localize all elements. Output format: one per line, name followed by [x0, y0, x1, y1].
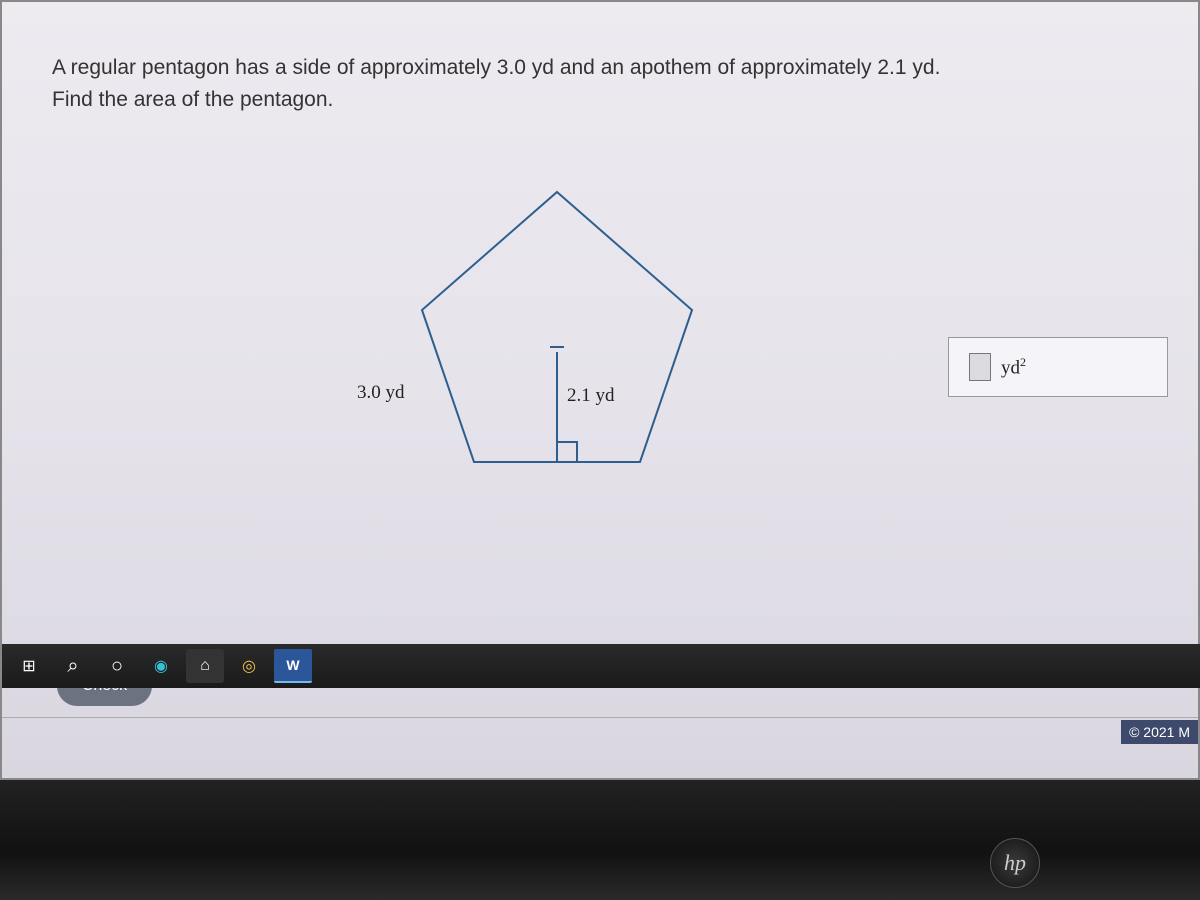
- unit-text: yd: [1001, 357, 1020, 378]
- start-icon[interactable]: ⊞: [10, 649, 48, 683]
- footer-divider: [2, 717, 1198, 718]
- question-line-2: Find the area of the pentagon.: [52, 88, 333, 111]
- question-line-1: A regular pentagon has a side of approxi…: [52, 56, 940, 79]
- side-length-label: 3.0 yd: [357, 382, 405, 404]
- search-icon[interactable]: ⌕: [54, 649, 92, 683]
- chrome-icon[interactable]: ◎: [230, 649, 268, 683]
- right-angle-mark: [557, 442, 577, 462]
- answer-box: yd2: [948, 337, 1168, 397]
- unit-exponent: 2: [1020, 355, 1026, 369]
- pentagon-diagram: [382, 172, 732, 492]
- app-screen: A regular pentagon has a side of approxi…: [0, 0, 1200, 780]
- answer-unit: yd2: [1001, 355, 1026, 379]
- cortana-icon[interactable]: ○: [98, 649, 136, 683]
- store-icon[interactable]: ⌂: [186, 649, 224, 683]
- pentagon-svg: [382, 172, 732, 492]
- apothem-length-label: 2.1 yd: [567, 385, 615, 407]
- answer-input[interactable]: [969, 353, 991, 381]
- copyright-text: © 2021 M: [1121, 720, 1198, 744]
- windows-taskbar: ⊞ ⌕ ○ ◉ ⌂ ◎ W: [2, 644, 1200, 688]
- edge-icon[interactable]: ◉: [142, 649, 180, 683]
- word-icon[interactable]: W: [274, 649, 312, 683]
- question-text: A regular pentagon has a side of approxi…: [52, 52, 1148, 115]
- hp-logo: hp: [990, 838, 1040, 888]
- laptop-bezel: hp: [0, 780, 1200, 900]
